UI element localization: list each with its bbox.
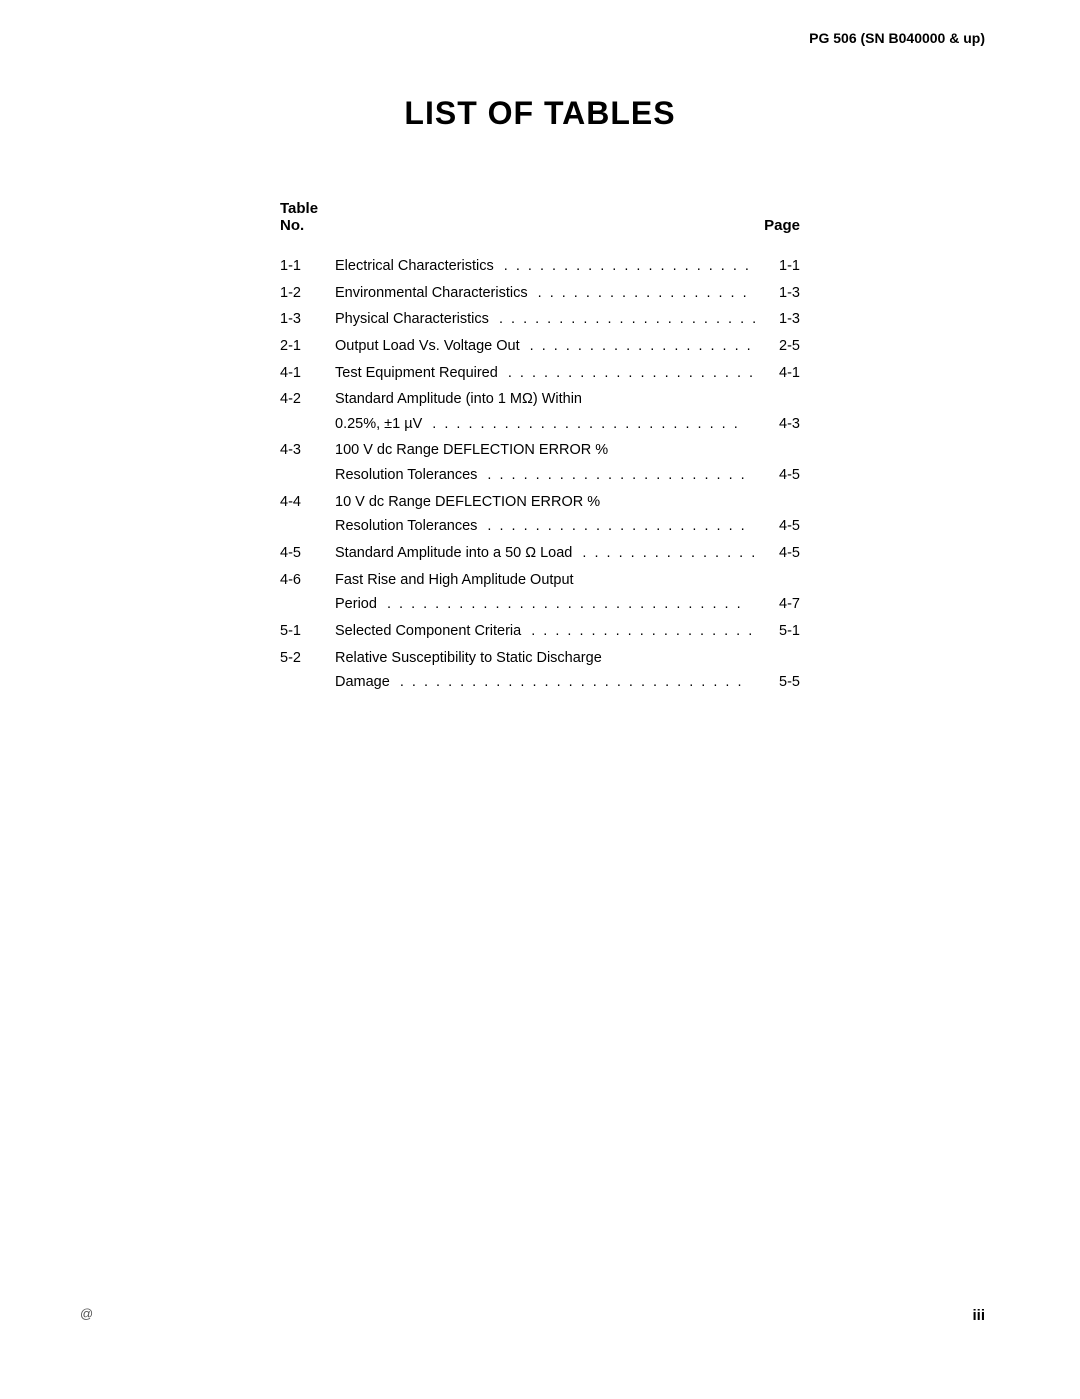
table-no: 4-5: [280, 541, 335, 566]
table-row: 5-1Selected Component Criteria . . . . .…: [280, 619, 800, 644]
table-header-right: Page: [764, 200, 800, 234]
table-page: 4-5: [755, 541, 800, 566]
table-no: 4-3: [280, 438, 335, 487]
table-page: 1-3: [755, 281, 800, 306]
table-no: 1-3: [280, 307, 335, 332]
header-no: No.: [280, 217, 318, 234]
table-title: Test Equipment Required . . . . . . . . …: [335, 361, 755, 386]
table-page: 1-1: [755, 254, 800, 279]
table-page: 4-5: [755, 490, 800, 539]
table-page: 5-5: [755, 646, 800, 695]
table-title: Standard Amplitude into a 50 Ω Load . . …: [335, 541, 755, 566]
header-table: Table: [280, 200, 318, 217]
table-title: Fast Rise and High Amplitude OutputPerio…: [335, 568, 755, 617]
table-title: 10 V dc Range DEFLECTION ERROR %Resoluti…: [335, 490, 755, 539]
table-no: 1-2: [280, 281, 335, 306]
table-row: 1-1Electrical Characteristics . . . . . …: [280, 254, 800, 279]
table-row: 4-3100 V dc Range DEFLECTION ERROR %Reso…: [280, 438, 800, 487]
table-no: 5-2: [280, 646, 335, 695]
table-title: 100 V dc Range DEFLECTION ERROR %Resolut…: [335, 438, 755, 487]
table-page: 4-5: [755, 438, 800, 487]
table-row: 4-1Test Equipment Required . . . . . . .…: [280, 361, 800, 386]
table-no: 4-2: [280, 387, 335, 436]
table-title: Environmental Characteristics . . . . . …: [335, 281, 755, 306]
table-no: 4-6: [280, 568, 335, 617]
table-row: 1-3Physical Characteristics . . . . . . …: [280, 307, 800, 332]
header-page: Page: [764, 217, 800, 234]
table-page: 4-1: [755, 361, 800, 386]
page-number: iii: [972, 1307, 985, 1324]
table-title: Standard Amplitude (into 1 MΩ) Within0.2…: [335, 387, 755, 436]
table-no: 5-1: [280, 619, 335, 644]
table-no: 4-1: [280, 361, 335, 386]
table-row: 5-2Relative Susceptibility to Static Dis…: [280, 646, 800, 695]
list-of-tables: Table No. Page 1-1Electrical Characteris…: [280, 200, 800, 697]
table-no: 2-1: [280, 334, 335, 359]
table-row: 2-1Output Load Vs. Voltage Out . . . . .…: [280, 334, 800, 359]
table-row: 4-410 V dc Range DEFLECTION ERROR %Resol…: [280, 490, 800, 539]
table-title: Selected Component Criteria . . . . . . …: [335, 619, 755, 644]
table-title: Physical Characteristics . . . . . . . .…: [335, 307, 755, 332]
table-row: 4-6Fast Rise and High Amplitude OutputPe…: [280, 568, 800, 617]
at-symbol: @: [80, 1306, 93, 1321]
table-page: 5-1: [755, 619, 800, 644]
table-page: 1-3: [755, 307, 800, 332]
table-title: Output Load Vs. Voltage Out . . . . . . …: [335, 334, 755, 359]
table-rows: 1-1Electrical Characteristics . . . . . …: [280, 254, 800, 695]
table-row: 1-2Environmental Characteristics . . . .…: [280, 281, 800, 306]
table-page: 2-5: [755, 334, 800, 359]
table-row: 4-5Standard Amplitude into a 50 Ω Load .…: [280, 541, 800, 566]
table-no: 4-4: [280, 490, 335, 539]
table-header: Table No. Page: [280, 200, 800, 234]
table-title: Electrical Characteristics . . . . . . .…: [335, 254, 755, 279]
table-page: 4-7: [755, 568, 800, 617]
table-row: 4-2Standard Amplitude (into 1 MΩ) Within…: [280, 387, 800, 436]
table-no: 1-1: [280, 254, 335, 279]
table-page: 4-3: [755, 387, 800, 436]
document-header: PG 506 (SN B040000 & up): [809, 30, 985, 46]
page-title: LIST OF TABLES: [0, 95, 1080, 132]
table-title: Relative Susceptibility to Static Discha…: [335, 646, 755, 695]
table-header-left: Table No.: [280, 200, 318, 234]
